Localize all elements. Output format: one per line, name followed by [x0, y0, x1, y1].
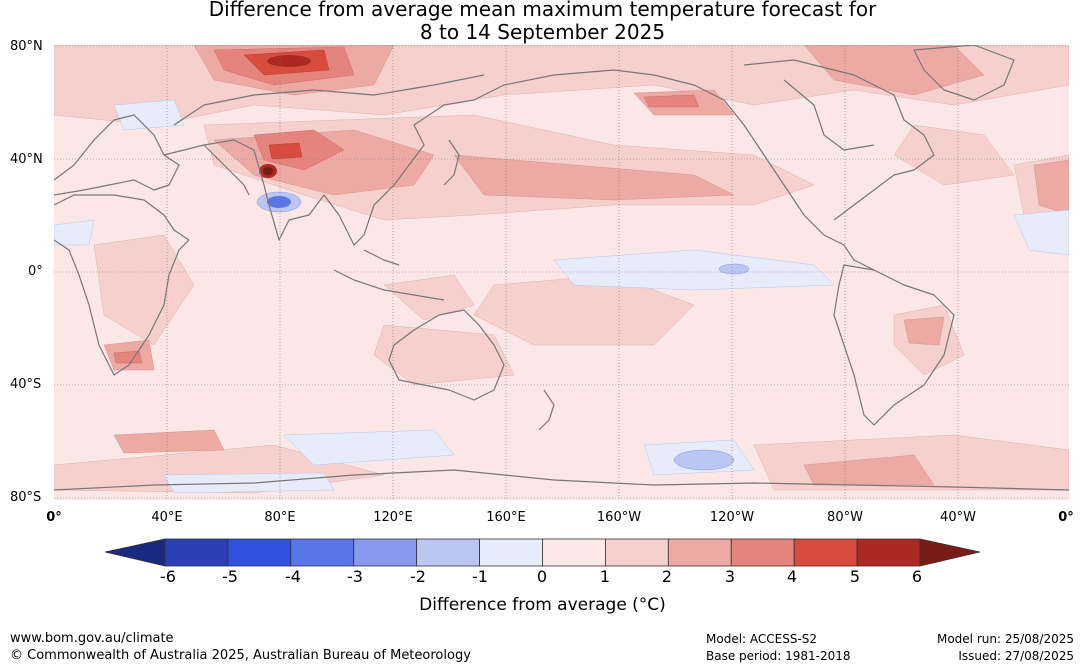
lon-label-160w: 160°W: [596, 510, 642, 525]
colorbar-tick: 3: [724, 567, 736, 586]
lon-label-0-left: 0°: [46, 510, 62, 525]
colorbar-tick: -3: [347, 567, 363, 586]
lon-label-120e: 120°E: [373, 510, 413, 525]
colorbar-tick: -2: [410, 567, 426, 586]
colorbar: [105, 538, 980, 567]
coastlines: [54, 45, 1069, 491]
lon-label-120w: 120°W: [709, 510, 755, 525]
colorbar-swatch: [290, 538, 355, 567]
colorbar-swatch: [605, 538, 669, 567]
footer-url: www.bom.gov.au/climate: [10, 631, 174, 646]
colorbar-swatch: [479, 538, 543, 567]
colorbar-label: Difference from average (°C): [419, 595, 666, 615]
colorbar-tick: -6: [160, 567, 176, 586]
lat-label-40n: 40°N: [10, 152, 43, 167]
lon-label-0-right: 0°: [1058, 510, 1074, 525]
lon-label-80e: 80°E: [264, 510, 296, 525]
colorbar-swatch: [667, 538, 732, 567]
footer-issued: Issued: 27/08/2025: [958, 649, 1074, 663]
map-title-line-2: 8 to 14 September 2025: [419, 20, 666, 44]
colorbar-tick: 4: [786, 567, 798, 586]
footer-base-period: Base period: 1981-2018: [706, 649, 851, 663]
colorbar-swatch: [542, 538, 606, 567]
colorbar-swatch: [227, 538, 292, 567]
lat-label-equator: 0°: [28, 264, 43, 279]
colorbar-tick: 1: [599, 567, 611, 586]
footer-copyright: © Commonwealth of Australia 2025, Austra…: [10, 648, 471, 663]
colorbar-swatch: [164, 538, 229, 567]
temperature-anomaly-map: [54, 45, 1069, 500]
lon-label-160e: 160°E: [486, 510, 526, 525]
colorbar-tick: 6: [911, 567, 923, 586]
colorbar-tick: 0: [536, 567, 548, 586]
colorbar-extend-high: [919, 538, 980, 567]
colorbar-tick: -1: [472, 567, 488, 586]
colorbar-swatch: [416, 538, 480, 567]
anomaly-cold-core: [267, 196, 291, 208]
map-background: [54, 45, 1069, 500]
lon-label-80w: 80°W: [827, 510, 863, 525]
colorbar-extend-low: [105, 538, 166, 567]
anomaly-peak: [263, 167, 273, 175]
colorbar-swatch: [353, 538, 418, 567]
anomaly-contours-minus-1-to-2: [256, 191, 750, 471]
lat-label-40s: 40°S: [10, 377, 42, 392]
colorbar-tick: -5: [222, 567, 238, 586]
colorbar-swatch: [730, 538, 795, 567]
lon-label-40e: 40°E: [151, 510, 183, 525]
colorbar-tick: -4: [285, 567, 301, 586]
footer-model-run: Model run: 25/08/2025: [936, 632, 1074, 646]
lon-label-40w: 40°W: [940, 510, 976, 525]
map-title-line-1: Difference from average mean maximum tem…: [208, 0, 877, 21]
colorbar-tick: 2: [661, 567, 673, 586]
colorbar-tick: 5: [849, 567, 861, 586]
colorbar-swatch: [856, 538, 921, 567]
lat-label-80n: 80°N: [10, 39, 43, 54]
lat-label-80s: 80°S: [10, 490, 42, 505]
footer-model: Model: ACCESS-S2: [706, 632, 818, 646]
colorbar-swatch: [793, 538, 858, 567]
graticule: [54, 45, 1069, 500]
